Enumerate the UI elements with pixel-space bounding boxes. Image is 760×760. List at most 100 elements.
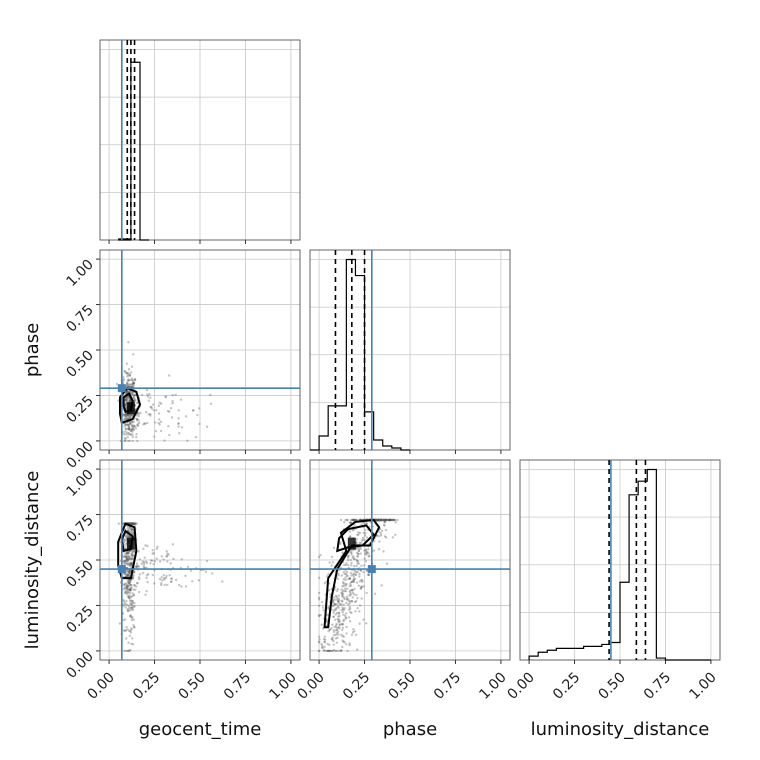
scatter-point — [132, 550, 136, 553]
scatter-point — [389, 518, 393, 522]
scatter-point — [180, 585, 183, 588]
scatter-point — [130, 618, 134, 622]
scatter-point — [174, 393, 177, 397]
scatter-point — [147, 572, 150, 576]
scatter-point — [130, 595, 133, 598]
scatter-point — [365, 622, 368, 625]
scatter-point — [125, 397, 128, 401]
scatter-point — [344, 616, 348, 619]
scatter-point — [349, 619, 352, 623]
scatter-point — [355, 551, 359, 555]
scatter-point — [339, 542, 342, 546]
scatter-point — [137, 590, 141, 594]
contour-line — [323, 518, 381, 629]
scatter-point — [345, 612, 348, 615]
scatter-point — [340, 649, 343, 653]
scatter-point — [341, 634, 344, 638]
scatter-point — [126, 559, 129, 563]
scatter-point — [346, 556, 350, 560]
scatter-point — [358, 575, 361, 578]
scatter-point — [344, 590, 348, 593]
scatter-point — [341, 626, 345, 630]
scatter-point — [133, 524, 137, 527]
scatter-point — [374, 518, 378, 522]
scatter-point — [163, 583, 166, 587]
scatter-point — [123, 559, 126, 563]
scatter-point — [132, 427, 135, 430]
scatter-point — [334, 613, 337, 616]
scatter-point — [124, 404, 128, 407]
scatter-point — [132, 522, 136, 525]
scatter-point — [123, 562, 126, 566]
scatter-point — [129, 414, 132, 417]
scatter-point — [383, 518, 386, 522]
scatter-point — [336, 605, 340, 608]
scatter-point — [363, 552, 367, 555]
scatter-point — [344, 583, 347, 586]
scatter-point — [335, 611, 339, 615]
scatter-point — [335, 602, 338, 606]
scatter-point — [124, 591, 127, 594]
scatter-point — [376, 518, 379, 522]
scatter-point — [127, 580, 131, 583]
scatter-point — [130, 522, 134, 525]
scatter-point — [394, 533, 397, 536]
scatter-points — [115, 341, 213, 443]
scatter-point — [361, 579, 364, 582]
scatter-point — [343, 520, 346, 524]
scatter-point — [363, 549, 366, 552]
scatter-point — [131, 379, 135, 382]
scatter-point — [127, 649, 130, 653]
scatter-point — [342, 584, 345, 587]
scatter-point — [123, 560, 127, 563]
scatter-point — [345, 601, 348, 605]
scatter-point — [129, 385, 132, 388]
scatter-point — [129, 416, 132, 419]
scatter-point — [134, 522, 138, 525]
y-axis-label-luminosity_distance: luminosity_distance — [22, 471, 43, 650]
scatter-point — [122, 560, 125, 564]
scatter-point — [192, 409, 195, 412]
scatter-point — [129, 522, 133, 525]
scatter-point — [125, 552, 128, 555]
scatter-point — [323, 640, 326, 643]
scatter-point — [154, 429, 158, 433]
scatter-point — [151, 573, 155, 577]
scatter-point — [129, 578, 132, 582]
x-tick-label: 0.50 — [175, 670, 208, 703]
scatter-point — [123, 413, 127, 416]
scatter-point — [344, 584, 347, 588]
scatter-point — [127, 574, 130, 577]
scatter-point — [340, 623, 344, 626]
scatter-point — [324, 649, 328, 653]
scatter-point — [352, 518, 355, 522]
scatter-point — [135, 522, 138, 525]
scatter-point — [384, 536, 388, 539]
scatter-point — [125, 556, 128, 559]
scatter-point — [348, 589, 351, 593]
scatter-point — [331, 623, 334, 627]
scatter-point — [123, 417, 126, 421]
scatter-point — [123, 417, 127, 421]
scatter-point — [146, 544, 149, 548]
scatter-point — [142, 561, 146, 564]
scatter-point — [337, 572, 340, 575]
scatter-point — [128, 649, 131, 653]
scatter-point — [131, 605, 134, 609]
scatter-point — [365, 553, 368, 556]
scatter-point — [377, 518, 381, 522]
scatter-point — [389, 518, 393, 522]
scatter-point — [130, 527, 133, 530]
scatter-point — [123, 430, 127, 433]
scatter-point — [128, 591, 132, 595]
scatter-point — [326, 613, 329, 617]
scatter-point — [128, 570, 131, 573]
scatter-point — [132, 624, 135, 627]
scatter-point — [129, 416, 132, 419]
scatter-point — [126, 558, 129, 561]
scatter-point — [146, 580, 149, 584]
scatter-point — [127, 595, 131, 599]
scatter-point — [375, 518, 378, 522]
scatter-point — [383, 518, 387, 522]
density-core — [126, 402, 135, 415]
